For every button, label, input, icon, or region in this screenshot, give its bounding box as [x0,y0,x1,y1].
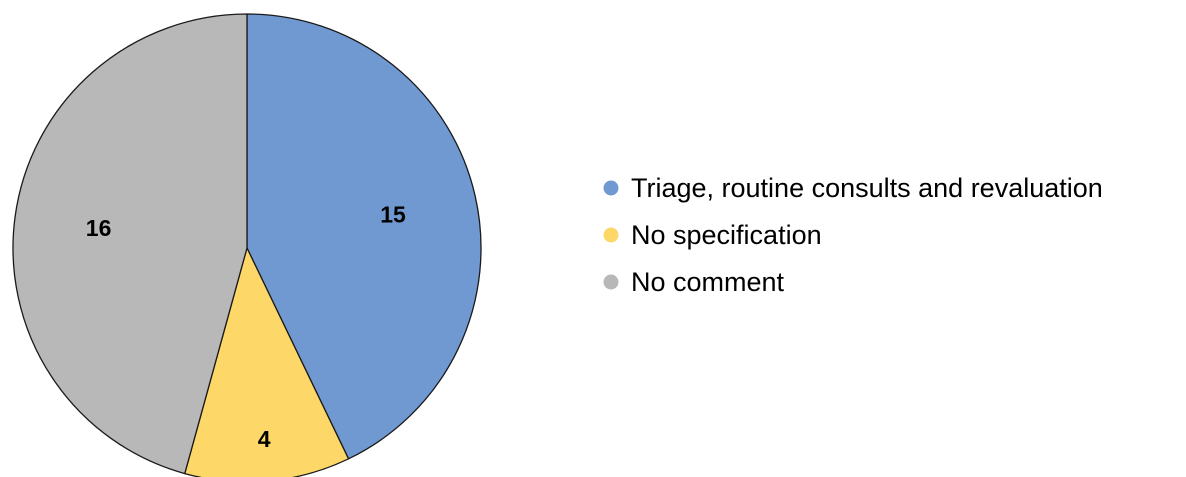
legend-label: No specification [631,220,822,250]
pie-slice [12,13,248,475]
pie-slices [12,13,482,477]
legend-item: Triage, routine consults and revaluation [603,173,1103,203]
legend: Triage, routine consults and revaluation… [603,173,1103,297]
legend-marker [603,274,619,290]
slice-value-label: 15 [380,202,406,228]
slice-value-label: 16 [86,215,112,241]
slice-value-label: 4 [258,426,271,452]
legend-item: No comment [603,267,785,297]
pie-slice [246,13,482,460]
pie-slice-labels: 15 4 16 [86,202,406,452]
legend-item: No specification [603,220,822,250]
legend-label: No comment [631,267,785,297]
pie-slice [184,247,350,477]
legend-marker [603,180,619,196]
legend-label: Triage, routine consults and revaluation [631,173,1103,203]
legend-marker [603,227,619,243]
